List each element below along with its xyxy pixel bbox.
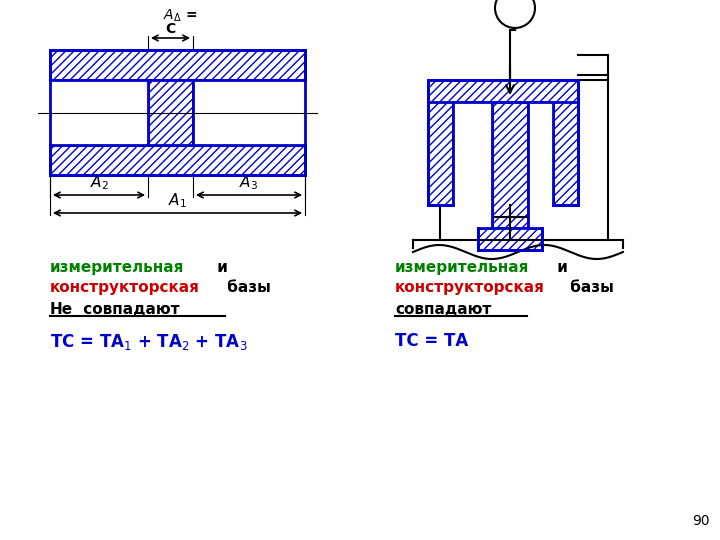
Text: и: и	[212, 260, 228, 275]
Bar	[528, 102, 553, 228]
Text: измерительная: измерительная	[395, 260, 529, 275]
Bar	[542, 205, 553, 228]
Text: $A_\Delta$ =: $A_\Delta$ =	[163, 8, 197, 24]
Text: $A_1$: $A_1$	[168, 191, 187, 210]
Bar	[553, 80, 578, 205]
Text: ТС = ТА: ТС = ТА	[395, 332, 468, 350]
Text: Не: Не	[50, 302, 73, 317]
Text: C: C	[166, 22, 176, 36]
Bar	[50, 145, 305, 175]
Bar	[428, 80, 453, 205]
Bar	[478, 228, 542, 250]
Bar	[492, 102, 528, 228]
Bar	[193, 80, 305, 145]
Text: базы: базы	[222, 280, 271, 295]
Text: конструкторская: конструкторская	[395, 280, 545, 295]
Text: $A_2$: $A_2$	[89, 173, 109, 192]
Text: 90: 90	[693, 514, 710, 528]
Text: совпадают: совпадают	[78, 302, 179, 317]
Bar	[453, 205, 478, 228]
Bar	[50, 50, 305, 80]
Text: конструкторская: конструкторская	[50, 280, 200, 295]
Bar	[50, 80, 148, 145]
Text: измерительная: измерительная	[50, 260, 184, 275]
Text: и: и	[552, 260, 568, 275]
Text: базы: базы	[565, 280, 614, 295]
Text: $A_3$: $A_3$	[240, 173, 258, 192]
Bar	[453, 102, 492, 228]
Text: совпадают: совпадают	[395, 302, 491, 317]
Bar	[428, 80, 578, 102]
Text: ТС = ТА$_1$ + ТА$_2$ + ТА$_3$: ТС = ТА$_1$ + ТА$_2$ + ТА$_3$	[50, 332, 248, 352]
Bar	[148, 80, 193, 145]
